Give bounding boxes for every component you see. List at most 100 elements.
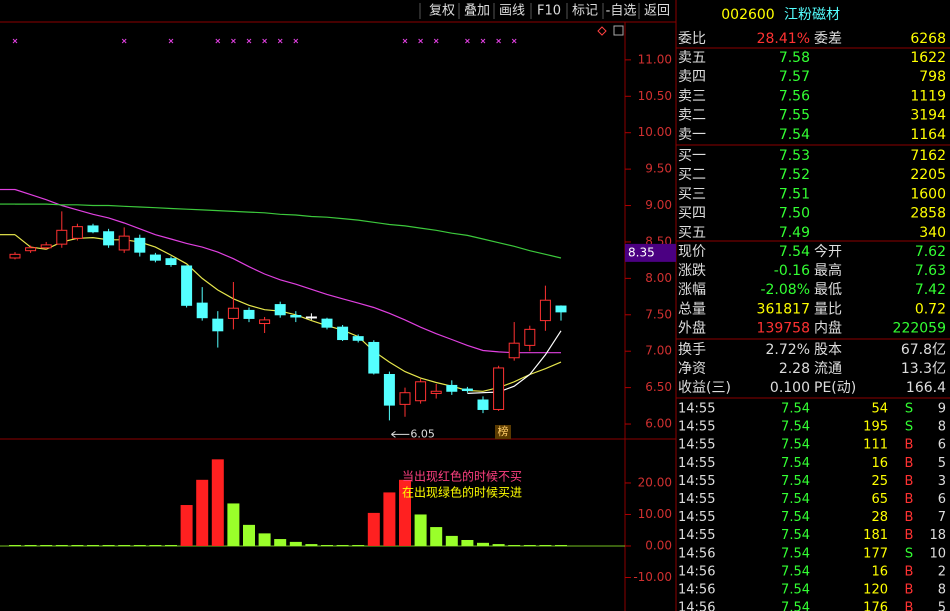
y-tick-label: 20.00: [638, 475, 672, 489]
trade-count: 6: [938, 492, 946, 507]
trade-volume: 195: [863, 420, 888, 435]
candle-body: [71, 226, 83, 239]
order-price: 7.52: [779, 167, 810, 183]
order-label: 买四: [678, 206, 706, 222]
stat-label: 现价: [678, 244, 706, 260]
trade-volume: 120: [863, 583, 888, 598]
trade-side: B: [905, 510, 914, 525]
stat-label: 总量: [678, 301, 706, 317]
candle-body: [149, 254, 161, 261]
trade-count: 2: [938, 564, 946, 579]
order-volume: 3194: [910, 108, 946, 124]
trade-time: 14:56: [678, 583, 715, 598]
signal-mark: [433, 38, 439, 44]
trade-volume: 25: [871, 474, 888, 489]
signal-mark: [12, 38, 18, 44]
fund-label: 换手: [678, 341, 706, 358]
order-price: 7.50: [779, 206, 810, 222]
trade-count: 10: [929, 546, 946, 561]
signal-mark: [215, 38, 221, 44]
trade-volume: 177: [863, 546, 888, 561]
bar: [321, 545, 333, 547]
candle-body: [56, 229, 68, 245]
bar: [71, 545, 84, 547]
y-tick-label: 9.00: [645, 198, 672, 212]
y-tick-label: 6.50: [645, 380, 672, 394]
trade-time: 14:55: [678, 402, 715, 417]
signal-mark: [121, 38, 127, 44]
label: 委差: [814, 31, 842, 47]
order-volume: 7162: [910, 148, 946, 164]
candle-body: [446, 384, 458, 392]
bar: [118, 545, 131, 547]
fund-value: 2.72%: [766, 342, 810, 358]
bar: [211, 459, 224, 546]
candle-body: [118, 235, 130, 251]
bar: [352, 545, 365, 547]
stat-value: 222059: [893, 320, 946, 336]
bar: [258, 533, 271, 546]
order-label: 买二: [678, 167, 706, 183]
trade-count: 8: [938, 420, 946, 435]
bar: [383, 492, 396, 546]
trade-price: 7.54: [781, 583, 810, 598]
signal-mark: [246, 38, 252, 44]
order-label: 卖五: [678, 50, 706, 66]
trade-price: 7.54: [781, 528, 810, 543]
toolbar-button[interactable]: 复权: [429, 3, 455, 19]
order-label: 买五: [678, 225, 706, 241]
fund-value: 2.28: [779, 361, 810, 377]
bar: [9, 545, 21, 547]
fund-label: 股本: [814, 342, 842, 358]
trade-side: B: [905, 438, 914, 453]
bar: [274, 539, 287, 546]
bar: [477, 542, 489, 546]
candle-body: [399, 392, 411, 405]
candle-body: [477, 399, 489, 410]
order-volume: 1622: [910, 50, 946, 66]
bar: [133, 545, 146, 547]
y-tick-label: 10.00: [638, 125, 672, 139]
candle-body: [196, 302, 208, 319]
toolbar-button[interactable]: F10: [537, 4, 561, 19]
trade-time: 14:55: [678, 510, 715, 525]
trade-price: 7.54: [781, 474, 810, 489]
signal-mark: [262, 38, 267, 44]
candle-body: [9, 253, 21, 259]
annotation: 在出现绿色的时候买进: [402, 485, 522, 500]
trade-time: 14:55: [678, 492, 715, 507]
order-volume: 1164: [910, 127, 946, 143]
toolbar-button[interactable]: 标记: [572, 4, 598, 19]
toolbar-button[interactable]: 返回: [644, 4, 670, 19]
toolbar-button[interactable]: -自选: [606, 4, 637, 19]
signal-mark: [465, 38, 470, 44]
y-tick-label: 8.00: [645, 271, 672, 285]
stat-value: -0.16: [774, 263, 810, 279]
signal-mark: [168, 38, 174, 44]
toolbar-button[interactable]: 叠加: [464, 4, 490, 19]
candle-body: [524, 328, 536, 346]
stock-name: 江粉磁材: [784, 7, 840, 23]
bar: [305, 544, 318, 546]
toolbar-button[interactable]: 画线: [499, 4, 525, 19]
trade-time: 14:55: [678, 420, 715, 435]
label: 委比: [678, 31, 706, 47]
stat-label: 最高: [814, 262, 842, 279]
candle-body: [539, 299, 551, 322]
candle-body: [368, 341, 380, 374]
trade-count: 6: [938, 438, 946, 453]
y-tick-label: 9.50: [645, 162, 672, 176]
stat-value: 361817: [757, 301, 810, 317]
candle-body: [103, 231, 115, 246]
y-tick-label: 7.00: [645, 344, 672, 358]
stat-value: -2.08%: [760, 282, 810, 298]
bar: [180, 505, 193, 546]
order-volume: 2858: [910, 206, 946, 222]
box-icon: [613, 25, 624, 36]
bar: [555, 545, 567, 547]
trade-volume: 28: [871, 510, 888, 525]
stat-value: 7.42: [915, 282, 946, 298]
order-price: 7.57: [779, 69, 810, 85]
